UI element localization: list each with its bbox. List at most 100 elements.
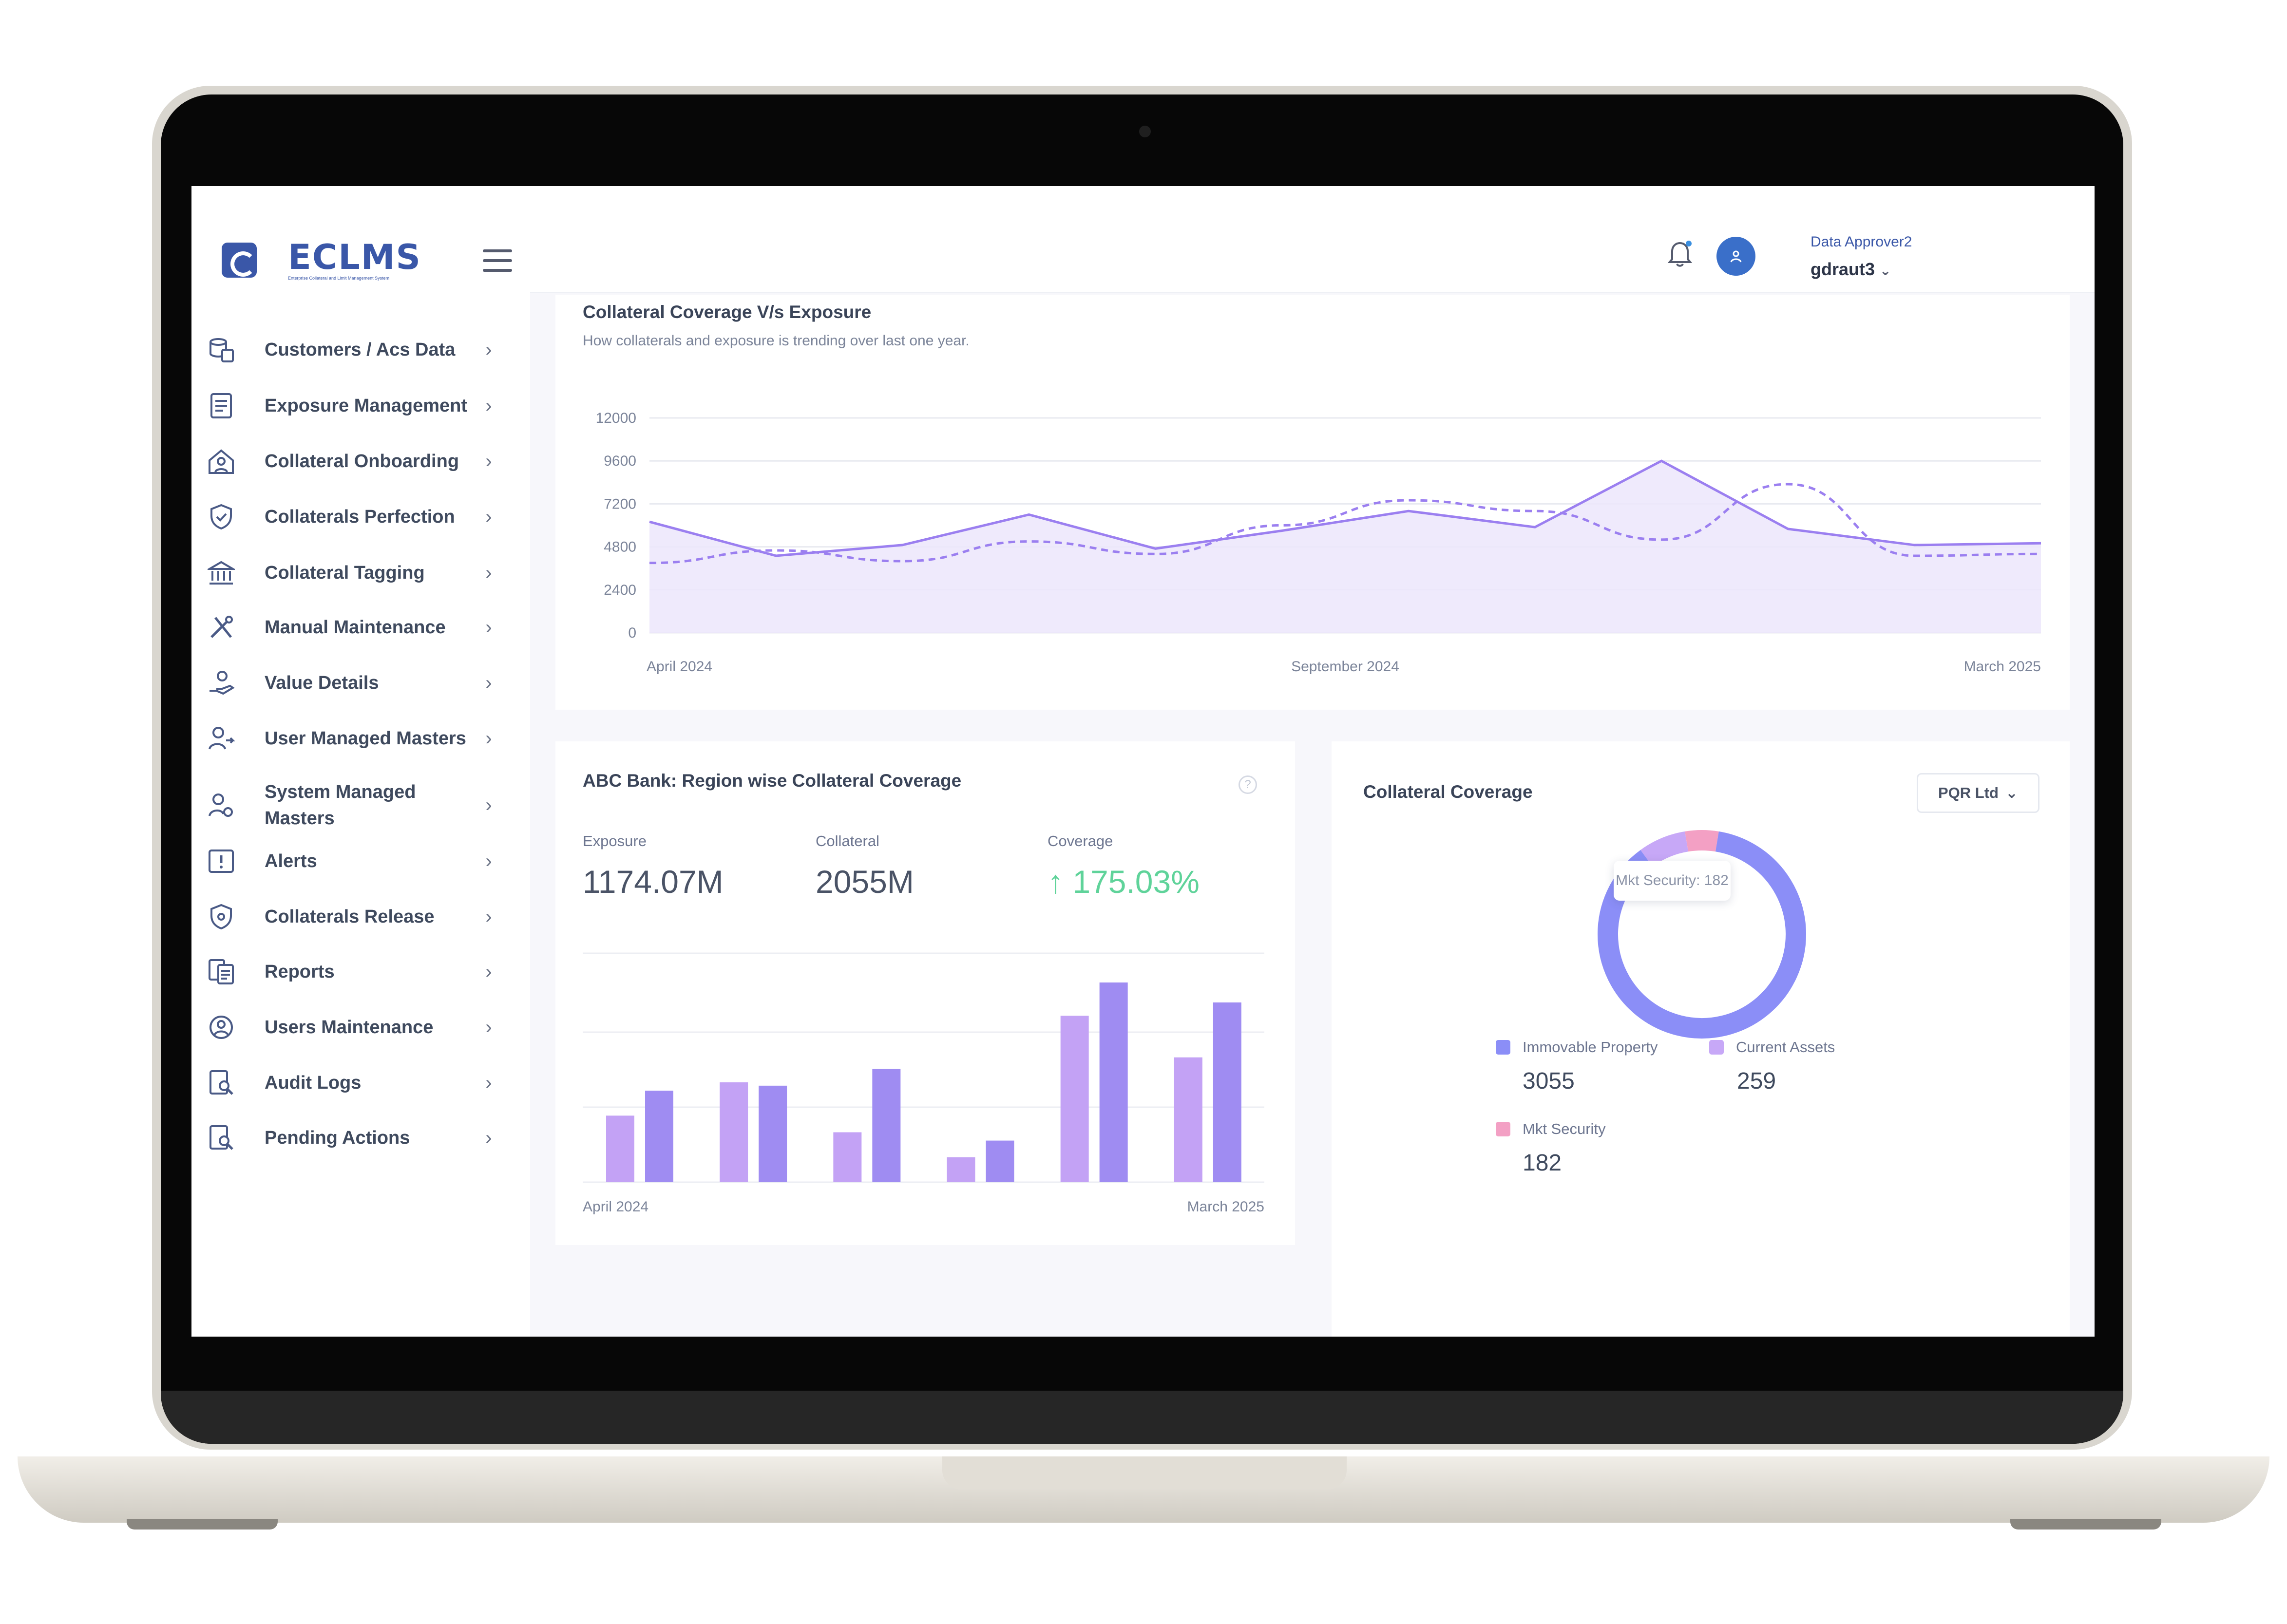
donut-slice [1598, 831, 1806, 1039]
trend-chart: 12000 9600 7200 4800 2400 0 April 2024 Septembe… [596, 410, 2041, 675]
sidebar-item-perfection[interactable]: Collaterals Perfection › [206, 502, 498, 532]
sidebar-item-label: Pending Actions [265, 1128, 410, 1148]
sidebar-item-label: Collateral Tagging [265, 563, 425, 583]
app-tagline: Enterprise Collateral and Limit Manageme… [288, 276, 390, 281]
sidebar-item-label: Reports [265, 962, 335, 982]
laptop-foot [127, 1519, 278, 1530]
legend-value: 182 [1523, 1150, 1562, 1176]
x-tick-label: April 2024 [647, 659, 712, 675]
coverage-value: ↑ 175.03% [1048, 863, 1200, 900]
sidebar-item-label: Alerts [265, 851, 317, 871]
legend-mkt-security[interactable]: Mkt Security [1496, 1120, 1606, 1138]
legend-swatch [1709, 1040, 1724, 1055]
hand-coin-icon [206, 668, 236, 698]
sidebar-item-manual-maintenance[interactable]: Manual Maintenance › [206, 612, 498, 642]
bar [606, 1115, 634, 1182]
legend-label: Current Assets [1736, 1039, 1835, 1056]
menu-toggle-icon[interactable] [483, 249, 512, 272]
bar [720, 1082, 748, 1182]
sidebar-item-label: Collateral Onboarding [265, 451, 459, 472]
bar [947, 1157, 975, 1182]
chevron-right-icon: › [485, 1127, 492, 1149]
sidebar-item-reports[interactable]: Reports › [206, 957, 498, 987]
user-menu[interactable]: gdraut3 ⌄ [1811, 259, 1891, 280]
sidebar-item-onboarding[interactable]: Collateral Onboarding › [206, 446, 498, 476]
chevron-down-icon: ⌄ [1880, 263, 1891, 278]
company-select-value: PQR Ltd [1938, 784, 1999, 801]
donut-slice [1640, 831, 1689, 867]
legend-current-assets[interactable]: Current Assets [1709, 1039, 1835, 1056]
region-bar-chart: April 2024 March 2025 [583, 952, 1264, 1215]
company-select[interactable]: PQR Ltd ⌄ [1917, 773, 2039, 813]
bar [759, 1085, 787, 1182]
chevron-right-icon: › [485, 506, 492, 528]
bar [1099, 982, 1128, 1182]
info-icon[interactable]: ? [1239, 775, 1257, 794]
sidebar-item-customers[interactable]: Customers / Acs Data › [206, 335, 498, 365]
home-person-icon [206, 446, 236, 476]
sidebar-item-user-managed-masters[interactable]: User Managed Masters › [206, 723, 498, 754]
legend-immovable-property[interactable]: Immovable Property [1496, 1039, 1658, 1056]
coverage-percent: 175.03% [1072, 864, 1200, 900]
shield-check-icon [206, 502, 236, 532]
legend-swatch [1496, 1122, 1510, 1136]
sidebar-item-release[interactable]: Collaterals Release › [206, 902, 498, 932]
sidebar-item-alerts[interactable]: Alerts › [206, 846, 498, 876]
y-tick-label: 7200 [604, 496, 636, 512]
sidebar-item-pending-actions[interactable]: Pending Actions › [206, 1123, 498, 1153]
series-line-dashed [649, 483, 2041, 565]
chevron-right-icon: › [485, 1072, 492, 1094]
laptop-foot [2010, 1519, 2161, 1530]
sidebar-item-system-managed-masters[interactable]: System Managed Masters › [206, 779, 498, 831]
search-document-icon [206, 1068, 236, 1098]
sidebar-item-label: Collaterals Release [265, 906, 435, 927]
y-tick-label: 12000 [596, 410, 636, 426]
x-tick-label: March 2025 [1964, 659, 2041, 675]
sidebar-item-label: Users Maintenance [265, 1017, 434, 1038]
legend-value: 3055 [1523, 1068, 1575, 1094]
laptop-notch [942, 1456, 1347, 1490]
bar [833, 1132, 862, 1182]
region-card-title: ABC Bank: Region wise Collateral Coverag… [583, 771, 962, 791]
sidebar-item-users-maintenance[interactable]: Users Maintenance › [206, 1012, 498, 1042]
donut-slice [1685, 830, 1719, 852]
top-bar: Data Approver2 gdraut3 ⌄ [530, 186, 2095, 293]
trend-card-title: Collateral Coverage V/s Exposure [583, 302, 872, 322]
brand[interactable]: ECLMS Enterprise Collateral and Limit Ma… [222, 240, 421, 281]
series-line-solid [649, 459, 2041, 557]
bar [1213, 1002, 1241, 1182]
trend-card-subtitle: How collaterals and exposure is trending… [583, 333, 970, 349]
sidebar-item-exposure[interactable]: Exposure Management › [206, 391, 498, 421]
sidebar-item-label: Value Details [265, 673, 379, 693]
legend-swatch [1496, 1040, 1510, 1055]
sidebar-item-audit-logs[interactable]: Audit Logs › [206, 1068, 498, 1098]
coverage-label: Coverage [1048, 832, 1113, 850]
area-fill [649, 461, 2041, 633]
avatar[interactable] [1716, 237, 1755, 276]
x-tick-label: September 2024 [1291, 659, 1399, 675]
chevron-right-icon: › [485, 961, 492, 982]
report-icon [206, 957, 236, 987]
bell-icon[interactable] [1665, 238, 1695, 269]
user-support-icon [206, 1012, 236, 1042]
x-tick-label: March 2025 [1187, 1199, 1264, 1215]
chevron-right-icon: › [485, 616, 492, 638]
legend-label: Mkt Security [1523, 1120, 1606, 1137]
coverage-card-title: Collateral Coverage [1363, 782, 1533, 802]
exposure-label: Exposure [583, 832, 647, 850]
chevron-right-icon: › [485, 450, 492, 472]
chevron-right-icon: › [485, 395, 492, 416]
exposure-value: 1174.07M [583, 864, 724, 900]
sidebar-item-label: System Managed Masters [265, 782, 416, 829]
arrow-up-icon: ↑ [1048, 864, 1064, 900]
search-document-icon [206, 1123, 236, 1153]
chevron-right-icon: › [485, 339, 492, 360]
sidebar-item-tagging[interactable]: Collateral Tagging › [206, 558, 498, 588]
y-tick-label: 4800 [604, 539, 636, 555]
chevron-down-icon: ⌄ [2005, 784, 2018, 801]
sidebar-item-value-details[interactable]: Value Details › [206, 668, 498, 698]
user-role: Data Approver2 [1811, 234, 1912, 250]
chevron-right-icon: › [485, 562, 492, 584]
chevron-right-icon: › [485, 727, 492, 749]
sidebar-item-label: User Managed Masters [265, 728, 466, 749]
